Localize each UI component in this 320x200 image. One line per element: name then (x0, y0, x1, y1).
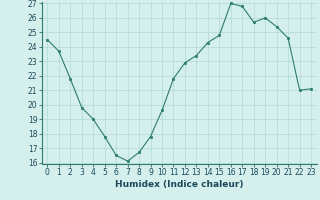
X-axis label: Humidex (Indice chaleur): Humidex (Indice chaleur) (115, 180, 244, 189)
